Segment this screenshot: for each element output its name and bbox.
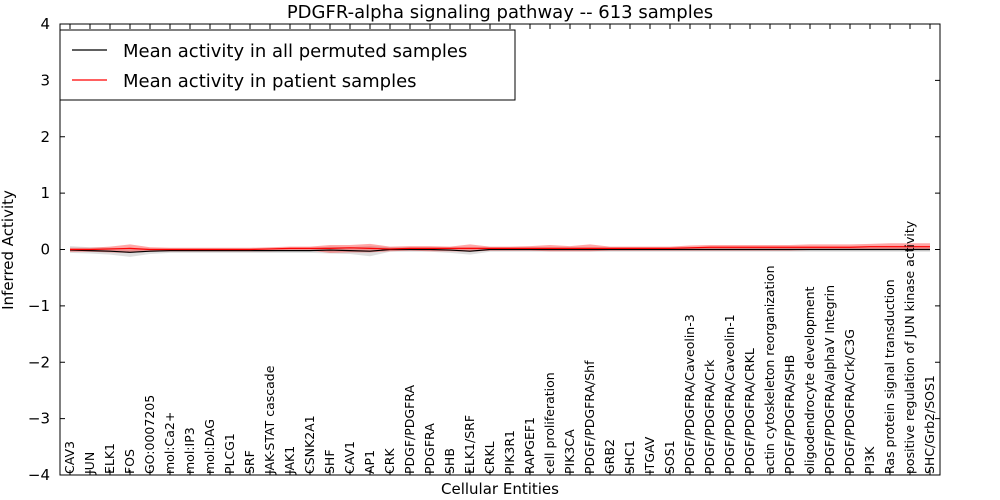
x-tick-label: GO:0007205 <box>142 395 157 474</box>
chart-title: PDGFR-alpha signaling pathway -- 613 sam… <box>287 2 713 23</box>
x-tick-label: PDGF/PDGFRA/Shf <box>582 360 597 474</box>
x-tick-label: mol:Ca2+ <box>162 412 177 474</box>
x-tick-label: CAV3 <box>62 441 77 474</box>
x-tick-label: Ras protein signal transduction <box>882 279 897 474</box>
x-tick-label: PDGF/PDGFRA/Caveolin-1 <box>722 314 737 474</box>
legend-label-patient: Mean activity in patient samples <box>123 71 417 92</box>
legend-box <box>59 29 516 101</box>
y-tick-label: 1 <box>40 184 50 202</box>
x-tick-label: ITGAV <box>642 436 657 474</box>
x-tick-label: CAV1 <box>342 441 357 474</box>
x-tick-label: SHC1 <box>622 440 637 474</box>
y-tick-label: −4 <box>28 466 50 484</box>
x-tick-label: CRKL <box>482 441 497 474</box>
series-line-patient <box>70 246 930 251</box>
x-tick-label: PDGF/PDGFRA/Crk/C3G <box>842 329 857 474</box>
x-tick-label: PIK3R1 <box>502 430 517 474</box>
x-tick-label: PDGF/PDGFRA/Crk <box>702 359 717 474</box>
x-tick-label: JAK-STAT cascade <box>262 365 277 475</box>
x-tick-label: PDGF/PDGFRA/Caveolin-3 <box>682 314 697 474</box>
x-tick-label: CSNK2A1 <box>302 415 317 474</box>
series-lines <box>69 246 930 253</box>
y-axis-label: Inferred Activity <box>0 190 17 310</box>
x-tick-label: GRB2 <box>602 439 617 474</box>
x-tick-label: PDGFRA <box>422 423 437 474</box>
x-tick-label: RAPGEF1 <box>522 417 537 474</box>
legend: Mean activity in all permuted samples Me… <box>59 29 516 101</box>
x-tick-label: JUN <box>82 452 97 475</box>
x-tick-label: actin cytoskeleton reorganization <box>762 265 777 474</box>
x-tick-label: mol:DAG <box>202 419 217 474</box>
x-tick-label: PIK3CA <box>562 429 577 474</box>
x-axis-label: Cellular Entities <box>441 480 559 498</box>
x-tick-label: mol:IP3 <box>182 427 197 474</box>
x-tick-label: PI3K <box>862 446 877 474</box>
x-tick-label: oligodendrocyte development <box>802 286 817 474</box>
x-tick-label: cell proliferation <box>542 372 557 474</box>
y-tick-label: 3 <box>40 71 50 89</box>
x-tick-label: ELK1/SRF <box>462 415 477 474</box>
x-tick-label: ELK1 <box>102 443 117 474</box>
y-axis: −4 −3 −2 −1 0 1 2 3 4 <box>28 15 940 484</box>
x-tick-label: SOS1 <box>662 440 677 474</box>
x-tick-label: PDGF/PDGFRA/alphaV Integrin <box>822 285 837 474</box>
x-tick-label: JAK1 <box>282 446 297 475</box>
x-tick-label: AP1 <box>362 450 377 474</box>
x-axis: CAV3 JUN ELK1 FOS GO:0007205 mol:Ca2+ mol:IP3 m… <box>62 24 937 475</box>
x-tick-label: SHF <box>322 449 337 474</box>
x-tick-label: SHB <box>442 448 457 474</box>
x-tick-label: PDGF/PDGFRA/CRKL <box>742 348 757 474</box>
y-tick-label: −3 <box>28 410 50 428</box>
series-line-permuted <box>69 248 930 253</box>
y-tick-label: −2 <box>28 353 50 371</box>
x-tick-label: PLCG1 <box>222 433 237 474</box>
x-tick-label: positive regulation of JUN kinase activi… <box>902 220 917 474</box>
x-tick-label: PDGF/PDGFRA/SHB <box>782 355 797 474</box>
x-tick-label: SRF <box>242 450 257 474</box>
y-tick-label: 2 <box>40 128 50 146</box>
x-tick-label: CRK <box>382 448 397 474</box>
y-tick-label: 0 <box>40 241 50 259</box>
y-tick-label: 4 <box>40 15 50 33</box>
x-tick-label: FOS <box>122 449 137 474</box>
x-tick-label: SHC/Grb2/SOS1 <box>922 375 937 474</box>
legend-label-permuted: Mean activity in all permuted samples <box>123 41 467 62</box>
y-tick-label: −1 <box>28 297 50 315</box>
x-tick-label: PDGF/PDGFRA <box>402 385 417 474</box>
